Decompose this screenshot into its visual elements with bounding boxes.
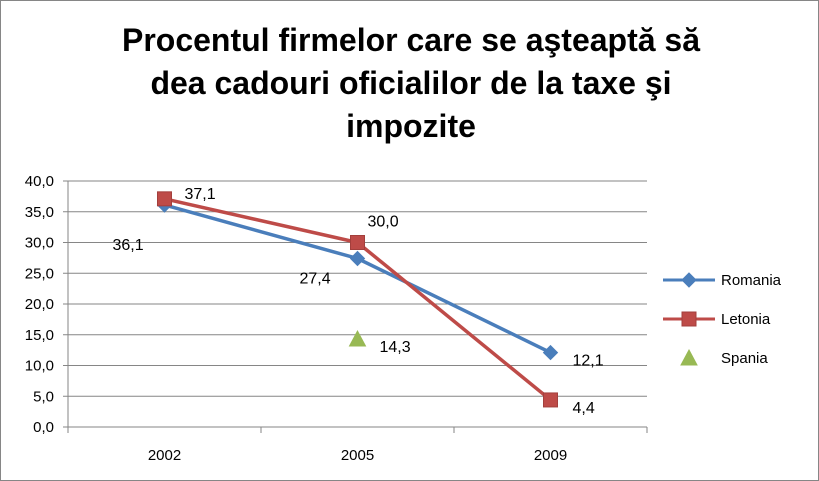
legend-label-romania: Romania: [721, 272, 782, 289]
y-tick-label: 20,0: [25, 296, 54, 313]
y-tick-label: 30,0: [25, 235, 54, 252]
data-point-spania: [348, 329, 367, 347]
series-line-letonia: [164, 197, 552, 402]
legend-marker-letonia: [681, 311, 697, 327]
x-tick-label: 2002: [148, 447, 181, 464]
data-label-romania: 36,1: [113, 237, 144, 254]
y-tick-label: 40,0: [25, 173, 54, 190]
chart-title-line-1: Procentul firmelor care se aşteaptă să: [121, 22, 701, 58]
data-point-letonia: [157, 191, 172, 207]
data-label-letonia: 37,1: [185, 186, 216, 203]
axes: [63, 180, 648, 433]
data-label-spania: 14,3: [380, 339, 411, 356]
y-tick-label: 10,0: [25, 358, 54, 375]
legend-label-spania: Spania: [721, 350, 768, 367]
chart-title-line-2: dea cadouri oficialilor de la taxe şi: [150, 65, 672, 101]
x-axis-tick-labels: 2002 2005 2009: [148, 447, 567, 464]
legend: Romania Letonia Spania: [663, 272, 782, 367]
data-point-letonia: [543, 392, 558, 408]
x-tick-label: 2005: [341, 447, 374, 464]
series-group: [156, 191, 559, 408]
data-label-letonia: 4,4: [573, 400, 595, 417]
data-point-romania: [349, 250, 366, 267]
y-tick-label: 0,0: [33, 419, 54, 436]
data-labels: 36,1 27,4 12,1 37,1 30,0 4,4 14,3: [113, 186, 604, 417]
y-axis-tick-labels: 0,0 5,0 10,0 15,0 20,0 25,0 30,0 35,0 40,0: [25, 173, 54, 436]
legend-marker-romania: [681, 272, 697, 288]
chart-title-line-3: impozite: [346, 108, 476, 144]
data-label-romania: 27,4: [300, 270, 331, 287]
legend-marker-spania: [680, 348, 698, 366]
data-point-letonia: [350, 235, 365, 250]
legend-label-letonia: Letonia: [721, 311, 771, 328]
y-tick-label: 35,0: [25, 204, 54, 221]
data-point-romania: [542, 344, 559, 361]
x-tick-label: 2009: [534, 447, 567, 464]
y-tick-label: 5,0: [33, 388, 54, 405]
gridlines: [68, 180, 647, 397]
y-tick-label: 15,0: [25, 327, 54, 344]
data-label-romania: 12,1: [573, 353, 604, 370]
data-label-letonia: 30,0: [368, 214, 399, 231]
chart-title: Procentul firmelor care se aşteaptă să d…: [81, 19, 741, 148]
y-tick-label: 25,0: [25, 265, 54, 282]
